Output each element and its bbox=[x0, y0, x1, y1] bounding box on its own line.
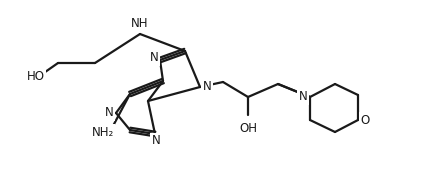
Text: N: N bbox=[298, 90, 307, 104]
Text: NH: NH bbox=[131, 17, 148, 30]
Text: O: O bbox=[359, 113, 369, 127]
Text: HO: HO bbox=[27, 70, 45, 84]
Text: N: N bbox=[105, 107, 113, 119]
Text: OH: OH bbox=[238, 122, 256, 135]
Text: N: N bbox=[151, 135, 160, 147]
Text: NH₂: NH₂ bbox=[92, 125, 114, 138]
Text: N: N bbox=[202, 81, 211, 93]
Text: N: N bbox=[149, 52, 158, 64]
